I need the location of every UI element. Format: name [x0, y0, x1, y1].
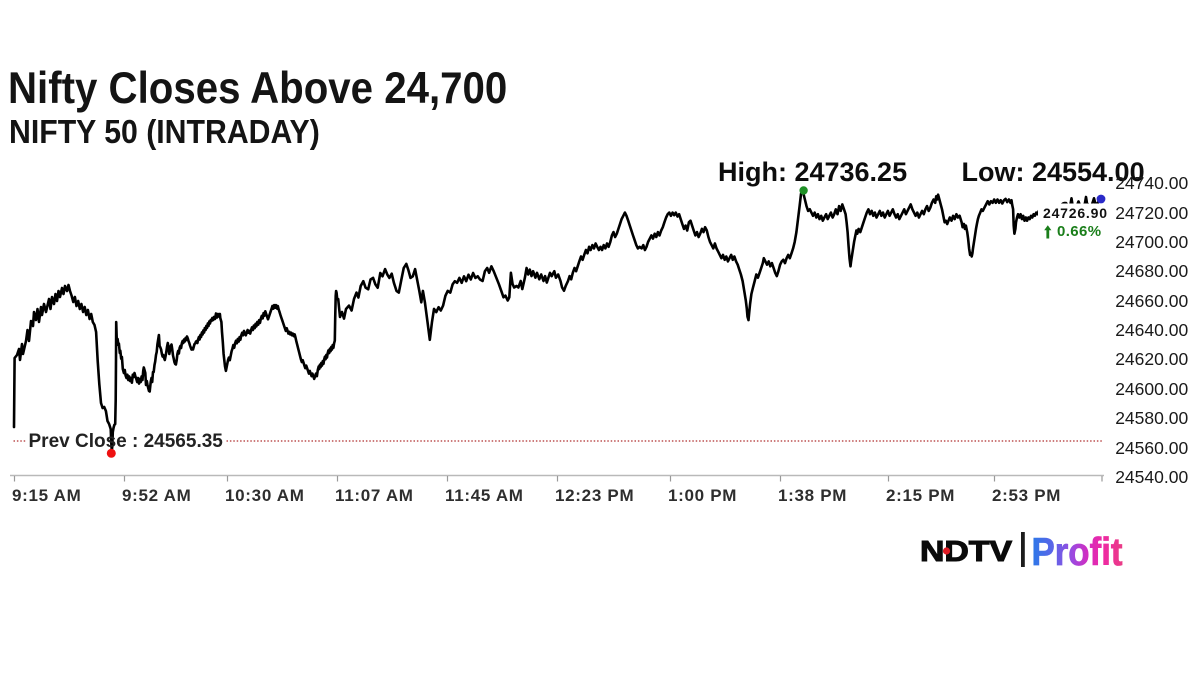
svg-text:NDTV: NDTV [920, 536, 1013, 568]
svg-text:Profit: Profit [1032, 531, 1123, 574]
